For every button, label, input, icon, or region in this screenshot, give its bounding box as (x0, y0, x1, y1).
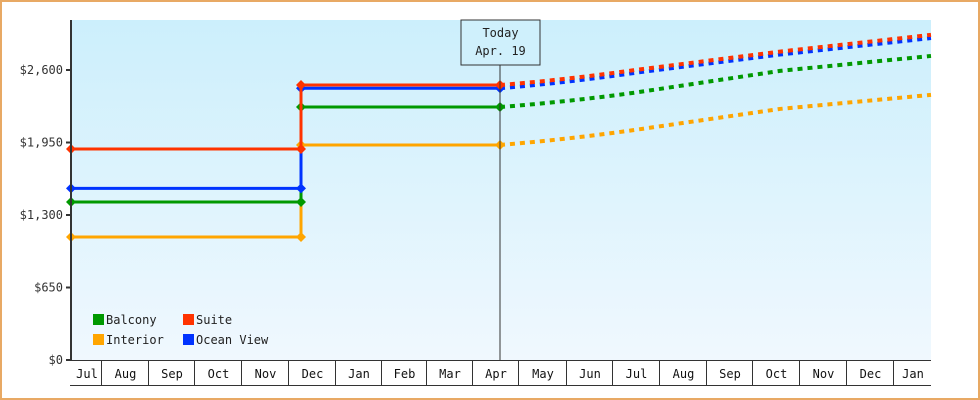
today-date: Apr. 19 (475, 44, 526, 58)
legend-label: Interior (106, 333, 164, 347)
series-suite (66, 32, 932, 154)
x-month-label: Dec (860, 367, 882, 381)
x-month-label: Oct (766, 367, 788, 381)
legend-swatch (183, 334, 194, 345)
legend-label: Balcony (106, 313, 157, 327)
legend-swatch (183, 314, 194, 325)
legend-label: Suite (196, 313, 232, 327)
today-label: Today (482, 26, 518, 40)
x-month-label: Nov (813, 367, 835, 381)
plot-area (71, 20, 931, 360)
x-month-label: Jul (76, 367, 98, 381)
x-month-label: Aug (673, 367, 695, 381)
x-month-label: Jan (348, 367, 370, 381)
legend-swatch (93, 314, 104, 325)
x-month-label: Sep (719, 367, 741, 381)
legend-item-ocean-view: Ocean View (183, 333, 269, 347)
legend-item-suite: Suite (183, 313, 232, 327)
x-month-label: Apr (485, 367, 507, 381)
y-tick-label: $650 (34, 281, 63, 295)
x-month-label: Oct (208, 367, 230, 381)
today-marker: Today Apr. 19 (460, 19, 541, 360)
y-axis-ticks: $0 $650 $1,300 $1,950 $2,600 (20, 63, 71, 367)
y-tick-label: $0 (49, 353, 63, 367)
legend-item-interior: Interior (93, 333, 164, 347)
x-month-label: Jun (579, 367, 601, 381)
legend-label: Ocean View (196, 333, 269, 347)
legend-swatch (93, 334, 104, 345)
x-month-label: Dec (302, 367, 324, 381)
x-month-label: Aug (115, 367, 137, 381)
x-month-label: Jan (902, 367, 924, 381)
y-tick-label: $2,600 (20, 63, 63, 77)
legend-item-balcony: Balcony (93, 313, 157, 327)
x-month-label: Jul (626, 367, 648, 381)
legend: Balcony Suite Interior Ocean View (93, 313, 269, 347)
x-axis-months: Jul Aug Sep Oct Nov Dec Jan Feb Mar Apr May Jun Jul A… (70, 360, 931, 386)
y-tick-label: $1,300 (20, 208, 63, 222)
x-month-label: Nov (255, 367, 277, 381)
x-month-label: Sep (161, 367, 183, 381)
x-month-label: May (532, 367, 554, 381)
x-month-label: Mar (439, 367, 461, 381)
x-month-label: Feb (394, 367, 416, 381)
y-tick-label: $1,950 (20, 136, 63, 150)
